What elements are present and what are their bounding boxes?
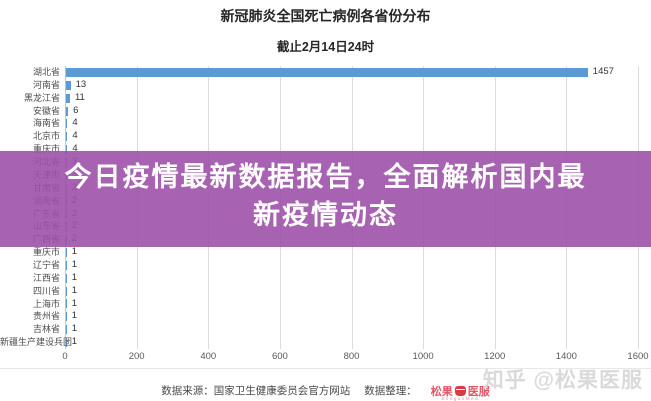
- promo-banner-line1: 今日疫情最新数据报告，全面解析国内最: [64, 162, 587, 192]
- bar: [66, 286, 67, 296]
- bar-value-label: 4: [72, 117, 78, 129]
- category-label: 重庆市: [32, 144, 60, 155]
- bar-value-label: 1: [71, 336, 78, 348]
- promo-banner-line2: 新疫情动态: [253, 200, 398, 230]
- bar: [66, 299, 67, 309]
- promo-banner: 今日疫情最新数据报告，全面解析国内最 新疫情动态: [0, 151, 651, 247]
- bar-value-label: 1: [71, 246, 78, 258]
- bar: [66, 106, 69, 116]
- bar-value-label: 1457: [592, 66, 614, 77]
- logo-text-right: 医服: [467, 385, 490, 398]
- bar: [66, 338, 67, 348]
- bar-value-label: 1: [71, 271, 78, 283]
- chart-subtitle: 截止2月14日24时: [276, 40, 375, 54]
- bar-value-label: 6: [73, 104, 79, 116]
- x-tick-label: 1000: [412, 351, 434, 362]
- category-label: 重庆市: [32, 247, 60, 258]
- bar-value-label: 1: [71, 297, 78, 309]
- category-label: 辽宁省: [32, 259, 60, 270]
- category-label: 北京市: [32, 131, 60, 142]
- bar-value-label: 11: [74, 91, 85, 103]
- chart-title: 新冠肺炎全国死亡病例各省份分布: [220, 8, 431, 24]
- x-tick-label: 600: [271, 351, 288, 362]
- x-tick-label: 200: [128, 351, 145, 362]
- bar: [66, 119, 68, 129]
- bar: [66, 260, 67, 270]
- songuo-logo: 松果 医服 SonguoMed: [430, 384, 490, 401]
- bar: [66, 132, 68, 142]
- bar-value-label: 1: [71, 284, 78, 296]
- x-tick-label: 1600: [627, 351, 649, 362]
- bar: [66, 248, 67, 258]
- footer: 数据来源：国家卫生健康委员会官方网站 数据整理： 松果 医服 SonguoMed: [0, 383, 651, 401]
- x-tick-label: 400: [200, 351, 217, 362]
- bar-value-label: 1: [71, 323, 78, 335]
- logo-subtext: SonguoMed: [441, 395, 480, 401]
- bar: [66, 67, 588, 77]
- bar: [66, 273, 67, 283]
- x-axis-ticks: 0 200 400 600 800 1000 1200 1400 1600: [62, 351, 648, 363]
- category-label: 海南省: [32, 118, 60, 129]
- x-tick-label: 800: [343, 351, 360, 362]
- data-source-label: 数据来源：国家卫生健康委员会官方网站: [161, 385, 351, 397]
- bar: [66, 312, 67, 322]
- category-label: 安徽省: [32, 105, 60, 116]
- logo-text-left: 松果: [430, 385, 453, 398]
- bar-value-label: 4: [72, 143, 78, 155]
- bar: [66, 93, 70, 103]
- bar: [66, 325, 67, 335]
- x-tick-label: 1200: [484, 351, 506, 362]
- x-tick-label: 0: [62, 351, 68, 362]
- x-tick-label: 1400: [555, 351, 577, 362]
- category-label: 贵州省: [32, 311, 60, 322]
- category-label: 湖北省: [32, 67, 60, 77]
- category-label: 河南省: [32, 79, 60, 90]
- zhihu-watermark: 知乎 @松果医服: [482, 369, 643, 392]
- category-label: 四川省: [32, 285, 60, 296]
- bar-value-label: 1: [71, 310, 78, 322]
- bar-value-label: 13: [75, 78, 87, 90]
- bar: [66, 80, 71, 90]
- category-label: 江西省: [32, 272, 60, 283]
- data-editor-label: 数据整理：: [364, 385, 417, 397]
- footer-divider: [0, 368, 651, 369]
- category-label: 黑龙江省: [23, 92, 60, 103]
- bar: [66, 145, 68, 155]
- medicine-jar-icon: [454, 385, 466, 396]
- bar-value-label: 4: [72, 130, 78, 142]
- category-label: 新疆生产建设兵团: [0, 337, 73, 348]
- category-label: 上海市: [32, 298, 60, 309]
- bar-value-label: 1: [71, 258, 78, 270]
- category-label: 吉林省: [32, 324, 60, 335]
